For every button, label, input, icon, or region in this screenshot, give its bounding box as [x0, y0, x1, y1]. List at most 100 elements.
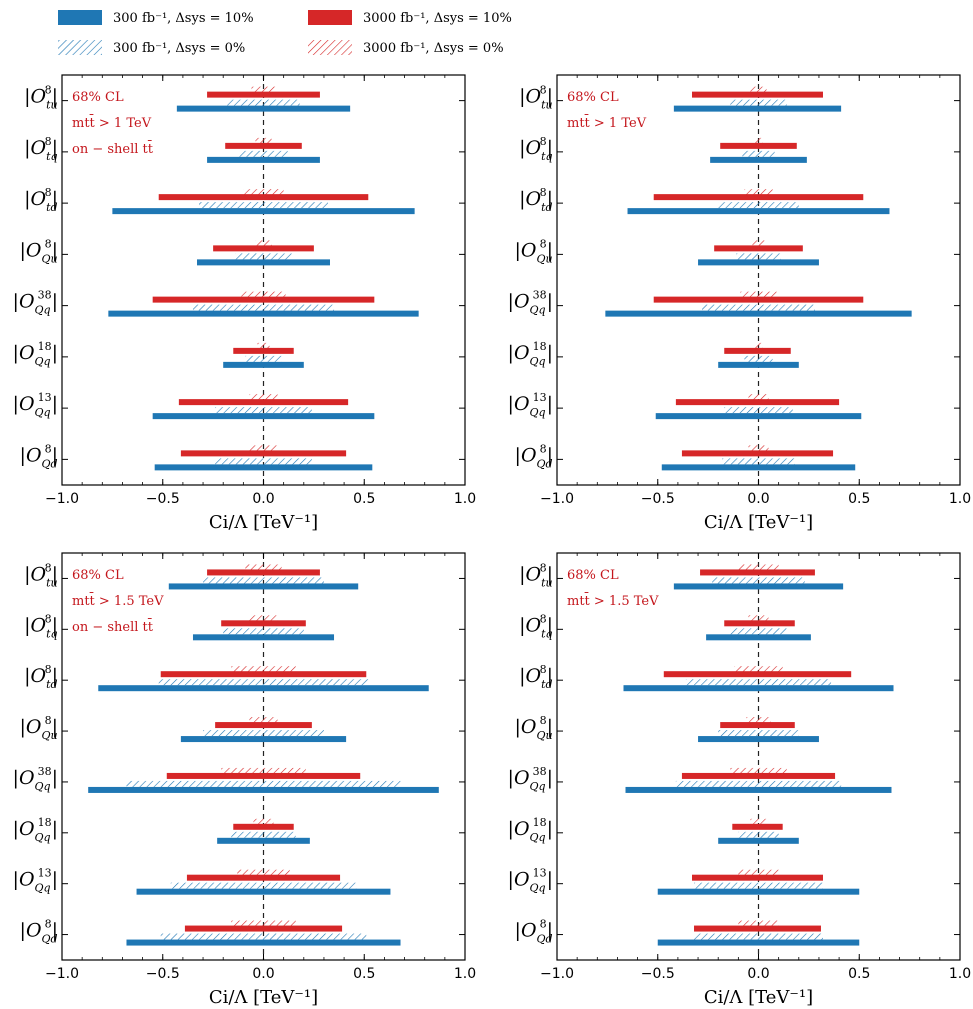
bar-blue-solid-Qq13: [136, 888, 391, 895]
bar-red-solid-Qq38: [653, 296, 864, 303]
annotation-3: on − shell tt̄: [72, 140, 154, 157]
bar-blue-hatched-Qq13: [170, 882, 357, 889]
axes-frame: [556, 552, 961, 961]
bar-blue-solid-Qq18: [718, 837, 799, 844]
legend-swatch-2: [308, 10, 352, 25]
annotation-1: 68% CL: [72, 568, 124, 583]
bar-blue-hatched-Qq13: [694, 882, 823, 889]
panel-2: |Otu8| |Otq8| |Otd8| |OQu8| |OQq38| |OQq18| |O…: [508, 74, 971, 533]
bar-blue-solid-tu8: [673, 583, 844, 590]
bar-blue-hatched-Qd8: [215, 458, 312, 465]
ytick-label-Qd8: |OQd8|: [20, 442, 58, 470]
bar-blue-hatched-tu8: [712, 577, 805, 584]
bar-red-hatched-tu8: [750, 86, 767, 93]
xtick-label: −0.5: [641, 491, 675, 507]
xtick-label: 1.0: [454, 966, 476, 982]
bar-red-solid-Qd8: [694, 925, 821, 932]
bar-red-solid-tu8: [207, 91, 320, 98]
bar-blue-solid-Qq18: [223, 361, 304, 368]
annotation-1: 68% CL: [567, 568, 619, 583]
bar-blue-hatched-Qq18: [744, 355, 773, 362]
bar-blue-solid-Qq38: [88, 786, 439, 793]
bar-red-solid-tu8: [700, 569, 815, 576]
bar-blue-hatched-Qq18: [245, 355, 282, 362]
axes-frame: [61, 552, 466, 961]
legend-label-4: 3000 fb⁻¹, Δsys = 0%: [363, 41, 504, 56]
ytick-label-Qd8: |OQd8|: [515, 442, 553, 470]
bar-red-solid-tq8: [225, 142, 302, 149]
bar-red-solid-td8: [160, 671, 367, 678]
bar-blue-solid-td8: [623, 685, 894, 692]
bar-blue-solid-Qu8: [197, 259, 330, 266]
annotation-2: mtt̄ > 1.5 TeV: [567, 592, 659, 609]
bar-blue-hatched-Qq13: [215, 407, 312, 414]
bar-red-hatched-Qq13: [249, 394, 278, 401]
bar-red-solid-tu8: [207, 569, 320, 576]
ytick-label-Qq18: |OQq18|: [13, 816, 58, 844]
ytick-label-tu8: |Otu8|: [519, 84, 553, 112]
xtick-label: 1.0: [454, 491, 476, 507]
bar-blue-hatched-tu8: [730, 99, 787, 106]
ytick-label-Qq18: |OQq18|: [13, 340, 58, 368]
bar-blue-solid-Qu8: [180, 736, 347, 743]
ytick-label-Qu8: |OQu8|: [20, 714, 59, 742]
bar-red-solid-tq8: [724, 620, 795, 627]
annotation-2: mtt̄ > 1 TeV: [72, 114, 152, 131]
xtick-label: −0.5: [146, 491, 180, 507]
bar-red-hatched-Qq18: [750, 818, 767, 825]
bar-red-hatched-Qq13: [738, 869, 779, 876]
bar-red-hatched-tq8: [754, 137, 763, 144]
ytick-label-tq8: |Otq8|: [519, 612, 553, 640]
x-axis-label: Ci/Λ [TeV⁻¹]: [704, 987, 813, 1008]
bar-blue-solid-tq8: [706, 634, 811, 641]
legend-label-3: 300 fb⁻¹, Δsys = 0%: [113, 41, 245, 56]
bar-red-hatched-Qq13: [748, 394, 769, 401]
bar-red-hatched-tq8: [249, 615, 278, 622]
annotation-2: mtt̄ > 1 TeV: [567, 114, 647, 131]
bar-blue-hatched-td8: [199, 202, 328, 209]
xtick-label: −1.0: [540, 491, 574, 507]
bar-blue-solid-Qu8: [698, 259, 819, 266]
ytick-label-Qd8: |OQd8|: [515, 918, 553, 946]
xtick-label: 1.0: [949, 966, 971, 982]
bar-blue-solid-tq8: [207, 156, 320, 163]
bar-blue-hatched-td8: [685, 679, 832, 686]
bar-blue-hatched-tq8: [742, 150, 775, 157]
bar-red-hatched-tq8: [255, 137, 272, 144]
ytick-label-Qd8: |OQd8|: [20, 918, 58, 946]
bar-blue-hatched-tu8: [203, 577, 324, 584]
xtick-label: 0.0: [747, 491, 769, 507]
bar-red-hatched-Qq18: [754, 342, 763, 349]
xtick-label: −1.0: [45, 491, 79, 507]
bar-red-solid-Qd8: [180, 450, 347, 457]
xtick-label: −1.0: [540, 966, 574, 982]
bar-red-solid-td8: [158, 194, 369, 201]
legend-swatch-4: [308, 40, 352, 55]
bar-blue-hatched-td8: [158, 679, 369, 686]
bar-red-solid-Qq18: [732, 823, 783, 830]
bar-blue-solid-tu8: [168, 583, 359, 590]
xtick-label: 0.5: [353, 966, 375, 982]
bar-red-solid-Qq18: [724, 347, 791, 354]
bar-red-hatched-Qq38: [730, 767, 787, 774]
axes-frame: [556, 74, 961, 486]
bar-red-solid-Qq13: [675, 399, 840, 406]
bar-red-hatched-td8: [243, 189, 284, 196]
bar-red-hatched-tu8: [245, 564, 282, 571]
ytick-label-Qq18: |OQq18|: [508, 340, 553, 368]
bar-blue-hatched-Qq38: [675, 780, 842, 787]
ytick-label-Qu8: |OQu8|: [515, 714, 554, 742]
bar-red-hatched-td8: [734, 666, 783, 673]
bar-red-hatched-td8: [231, 666, 296, 673]
bar-red-solid-tq8: [221, 620, 306, 627]
xtick-label: 0.0: [252, 491, 274, 507]
bar-red-solid-Qq18: [233, 347, 294, 354]
ytick-label-Qq13: |OQq13|: [13, 391, 58, 419]
ytick-label-Qu8: |OQu8|: [20, 237, 59, 265]
bar-blue-hatched-Qu8: [718, 730, 799, 737]
bar-red-solid-Qq13: [178, 399, 349, 406]
bar-red-solid-Qd8: [184, 925, 343, 932]
bar-red-solid-Qd8: [681, 450, 834, 457]
bar-blue-hatched-Qu8: [203, 730, 324, 737]
